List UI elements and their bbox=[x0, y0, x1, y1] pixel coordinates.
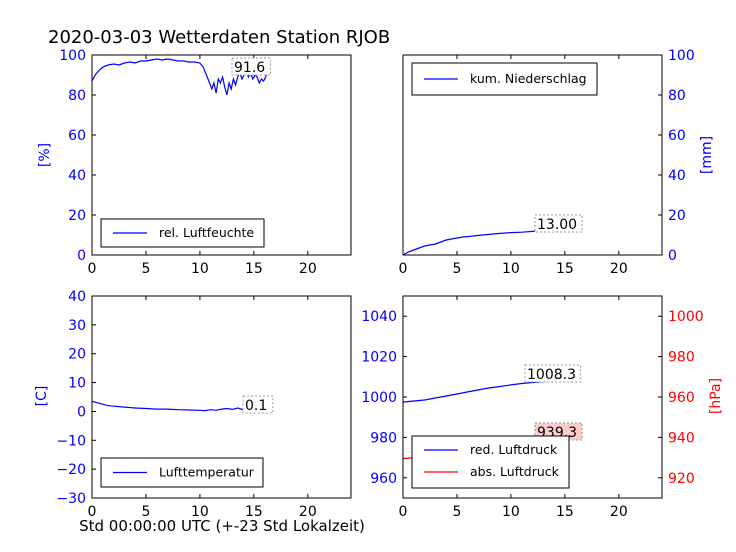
pressure-xtick-label: 20 bbox=[610, 504, 628, 520]
temperature-ytick-label: 30 bbox=[68, 318, 86, 334]
humidity-annotation: 91.6 bbox=[234, 60, 265, 76]
temperature-ytick-label: 10 bbox=[68, 376, 86, 392]
pressure-left-ytick-label: 1020 bbox=[361, 350, 397, 366]
temperature-xtick-label: 5 bbox=[141, 504, 150, 520]
temperature-series-line bbox=[91, 400, 267, 412]
pressure-left-ytick-label: 1040 bbox=[361, 309, 397, 325]
pressure-right-ytick-label: 920 bbox=[668, 471, 695, 487]
pressure-right-ytick-label: 1000 bbox=[668, 309, 704, 325]
pressure-xtick-label: 0 bbox=[399, 504, 408, 520]
precipitation-ytick-label: 80 bbox=[668, 88, 686, 104]
precipitation-frame bbox=[402, 54, 663, 256]
pressure-xtick-label: 15 bbox=[556, 504, 574, 520]
pressure-right-ytick-label: 960 bbox=[668, 390, 695, 406]
temperature-ytick-label: −30 bbox=[56, 491, 86, 507]
humidity-xtick-label: 10 bbox=[191, 261, 209, 277]
pressure-ylabel: [hPa] bbox=[708, 378, 724, 414]
pressure-legend-label: red. Luftdruck bbox=[470, 442, 558, 457]
temperature-ylabel: [C] bbox=[34, 386, 50, 407]
humidity-legend-box bbox=[100, 218, 265, 248]
humidity-legend-label: rel. Luftfeuchte bbox=[159, 225, 254, 240]
precipitation-xtick-label: 5 bbox=[452, 261, 461, 277]
precipitation-ytick-label: 20 bbox=[668, 208, 686, 224]
humidity-ytick-label: 0 bbox=[77, 248, 86, 264]
temperature-ytick-label: −20 bbox=[56, 462, 86, 478]
humidity-ytick-label: 60 bbox=[68, 128, 86, 144]
precipitation-ylabel: [mm] bbox=[699, 136, 715, 174]
temperature-annotation: 0.1 bbox=[245, 398, 267, 414]
precipitation-ytick-label: 40 bbox=[668, 168, 686, 184]
precipitation-annotation: 13.00 bbox=[537, 217, 577, 233]
humidity-xtick-label: 0 bbox=[88, 261, 97, 277]
temperature-annotation-box bbox=[242, 395, 274, 414]
temperature-frame bbox=[91, 295, 352, 499]
temperature-xtick-label: 15 bbox=[245, 504, 263, 520]
humidity-xtick-label: 20 bbox=[299, 261, 317, 277]
figure-xlabel: Std 00:00:00 UTC (+-23 Std Lokalzeit) bbox=[79, 517, 365, 535]
pressure-annotation-reduced: 1008.3 bbox=[527, 367, 576, 383]
humidity-frame bbox=[91, 54, 352, 256]
precipitation-ytick-label: 60 bbox=[668, 128, 686, 144]
pressure-xtick-label: 10 bbox=[502, 504, 520, 520]
humidity-xtick-label: 15 bbox=[245, 261, 263, 277]
pressure-left-ytick-label: 980 bbox=[370, 430, 397, 446]
precipitation-xtick-label: 10 bbox=[502, 261, 520, 277]
temperature-legend-label: Lufttemperatur bbox=[159, 465, 255, 480]
humidity-ylabel: [%] bbox=[37, 143, 53, 167]
precipitation-xtick-label: 0 bbox=[399, 261, 408, 277]
humidity-xtick-label: 5 bbox=[141, 261, 150, 277]
humidity-annotation-box bbox=[231, 57, 271, 76]
pressure-series-line-reduced bbox=[402, 379, 578, 403]
temperature-xtick-label: 10 bbox=[191, 504, 209, 520]
precipitation-xtick-label: 20 bbox=[610, 261, 628, 277]
figure-title: 2020-03-03 Wetterdaten Station RJOB bbox=[48, 27, 391, 48]
temperature-xtick-label: 20 bbox=[299, 504, 317, 520]
pressure-xtick-label: 5 bbox=[452, 504, 461, 520]
pressure-right-ytick-label: 980 bbox=[668, 350, 695, 366]
temperature-ytick-label: 0 bbox=[77, 404, 86, 420]
temperature-ytick-label: 40 bbox=[68, 289, 86, 305]
precipitation-legend-label: kum. Niederschlag bbox=[470, 71, 587, 86]
humidity-ytick-label: 80 bbox=[68, 88, 86, 104]
precipitation-xtick-label: 15 bbox=[556, 261, 574, 277]
temperature-legend-box bbox=[100, 457, 264, 488]
pressure-legend-label: abs. Luftdruck bbox=[470, 464, 560, 479]
temperature-xtick-label: 0 bbox=[88, 504, 97, 520]
pressure-legend-box bbox=[411, 435, 570, 489]
precipitation-ytick-label: 100 bbox=[668, 48, 695, 64]
pressure-annotation-reduced-box bbox=[524, 364, 582, 383]
temperature-ytick-label: −10 bbox=[56, 433, 86, 449]
precipitation-annotation-box bbox=[534, 214, 583, 233]
pressure-left-ytick-label: 1000 bbox=[361, 390, 397, 406]
temperature-ytick-label: 20 bbox=[68, 347, 86, 363]
pressure-right-ytick-label: 940 bbox=[668, 430, 695, 446]
humidity-ytick-label: 20 bbox=[68, 208, 86, 224]
precipitation-ytick-label: 0 bbox=[668, 248, 677, 264]
pressure-left-ytick-label: 960 bbox=[370, 471, 397, 487]
humidity-ytick-label: 100 bbox=[59, 48, 86, 64]
humidity-ytick-label: 40 bbox=[68, 168, 86, 184]
